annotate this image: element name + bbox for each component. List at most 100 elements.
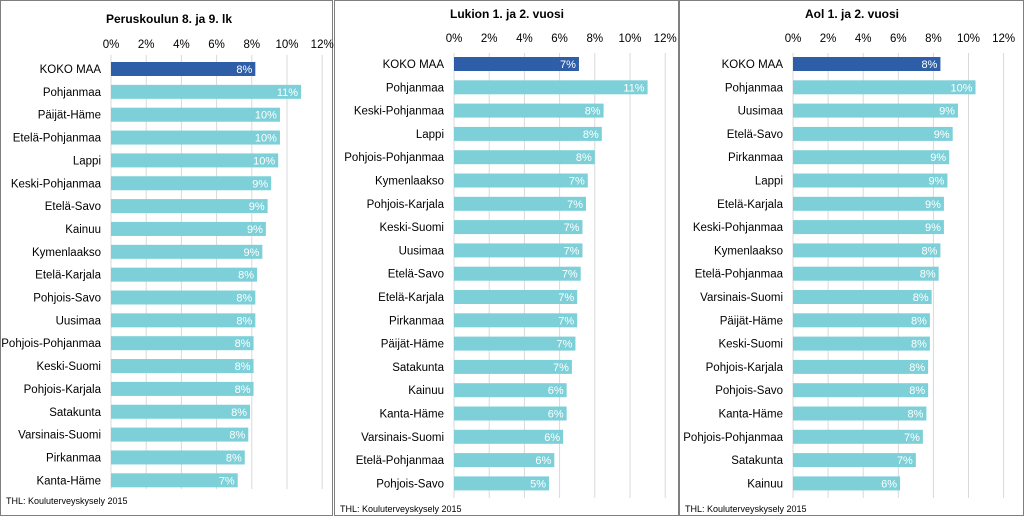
category-label: Keski-Pohjanmaa bbox=[693, 222, 784, 234]
bar-value-label: 8% bbox=[907, 409, 923, 421]
bar-value-label: 10% bbox=[255, 110, 277, 122]
bar bbox=[793, 150, 950, 165]
category-label: Kymenlaakso bbox=[375, 176, 444, 188]
chart-panel-3: Aol 1. ja 2. vuosi 0% 2% 4% 6% 8% 10% 12% KOKO M… bbox=[679, 0, 1024, 516]
bar-value-label: 8% bbox=[913, 292, 929, 304]
bar-value-label: 8% bbox=[235, 384, 251, 396]
bar-highlight bbox=[454, 57, 579, 71]
bar-value-label: 8% bbox=[236, 315, 252, 327]
category-label: Pirkanmaa bbox=[389, 315, 445, 327]
category-label: Varsinais-Suomi bbox=[18, 430, 101, 442]
chart-title-2: Lukion 1. ja 2. vuosi bbox=[450, 7, 564, 21]
bar-value-label: 6% bbox=[535, 455, 551, 467]
bar bbox=[793, 336, 930, 351]
chart-title-1: Peruskoulun 8. ja 9. lk bbox=[106, 12, 232, 26]
source-note: THL: Kouluterveyskysely 2015 bbox=[6, 496, 128, 506]
x-tick-label: 8% bbox=[243, 39, 260, 51]
bar bbox=[793, 173, 948, 188]
bar-value-label: 8% bbox=[583, 129, 599, 141]
bar bbox=[793, 103, 958, 118]
x-tick-label: 6% bbox=[551, 33, 568, 45]
bar-value-label: 9% bbox=[252, 178, 268, 190]
category-label: KOKO MAA bbox=[722, 59, 784, 71]
x-tick-label: 6% bbox=[890, 33, 907, 45]
bar-value-label: 7% bbox=[904, 432, 920, 444]
bar bbox=[111, 450, 245, 465]
bar bbox=[793, 243, 941, 258]
bar bbox=[793, 453, 916, 468]
bar bbox=[111, 221, 266, 236]
bar-value-label: 7% bbox=[564, 222, 580, 234]
bar bbox=[111, 153, 279, 168]
category-label: Pohjois-Savo bbox=[376, 478, 444, 490]
bar bbox=[793, 126, 953, 141]
bar bbox=[111, 130, 280, 145]
bar-value-label: 9% bbox=[934, 129, 950, 141]
x-tick-label: 4% bbox=[173, 39, 190, 51]
bar-value-label: 7% bbox=[553, 362, 569, 374]
source-note: THL: Kouluterveyskysely 2015 bbox=[685, 504, 807, 514]
bar bbox=[454, 313, 578, 328]
x-tick-label: 12% bbox=[992, 33, 1015, 45]
x-tick-label: 12% bbox=[311, 39, 334, 51]
bar-value-label: 8% bbox=[909, 362, 925, 374]
bar bbox=[111, 427, 249, 442]
bar-value-label: 8% bbox=[236, 64, 252, 76]
category-label: Kainuu bbox=[408, 385, 444, 397]
bar bbox=[454, 196, 586, 211]
bar bbox=[111, 336, 254, 351]
bar-value-label: 7% bbox=[567, 199, 583, 211]
x-tick-label: 8% bbox=[586, 33, 603, 45]
bar-value-label: 7% bbox=[564, 245, 580, 257]
bar-value-label: 8% bbox=[911, 315, 927, 327]
bar-value-label: 8% bbox=[238, 270, 254, 282]
x-tick-label: 10% bbox=[618, 33, 641, 45]
category-label: Etelä-Pohjanmaa bbox=[695, 269, 784, 281]
bar bbox=[454, 126, 602, 141]
bar bbox=[111, 473, 238, 488]
category-label: Pirkanmaa bbox=[46, 452, 102, 464]
bar bbox=[454, 476, 550, 491]
bar-highlight bbox=[793, 57, 941, 71]
category-label: Etelä-Karjala bbox=[35, 270, 101, 282]
category-label: Lappi bbox=[755, 176, 783, 188]
bar-value-label: 7% bbox=[897, 455, 913, 467]
bar-value-label: 8% bbox=[585, 106, 601, 118]
bar-value-label: 6% bbox=[548, 385, 564, 397]
bar bbox=[793, 220, 944, 235]
bar-highlight bbox=[111, 62, 256, 76]
category-label: Päijät-Häme bbox=[38, 110, 101, 122]
chart-panel-2: Lukion 1. ja 2. vuosi 0% 2% 4% 6% 8% 10% 12% KOK… bbox=[334, 0, 679, 516]
bar-value-label: 8% bbox=[235, 338, 251, 350]
bar-value-label: 7% bbox=[557, 339, 573, 351]
bar bbox=[454, 80, 648, 95]
bar-value-label: 9% bbox=[243, 247, 259, 259]
bar-value-label: 8% bbox=[226, 452, 242, 464]
x-tick-label: 12% bbox=[654, 33, 677, 45]
bar-value-label: 7% bbox=[219, 475, 235, 487]
bar-value-label: 9% bbox=[939, 106, 955, 118]
bar bbox=[454, 429, 564, 444]
x-tick-label: 8% bbox=[925, 33, 942, 45]
bar-value-label: 6% bbox=[881, 478, 897, 490]
category-label: Kanta-Häme bbox=[379, 409, 444, 421]
bar bbox=[111, 199, 268, 214]
category-label: Etelä-Karjala bbox=[717, 199, 783, 211]
bar bbox=[793, 313, 930, 328]
bar-value-label: 8% bbox=[576, 152, 592, 164]
bar bbox=[111, 244, 263, 259]
bar bbox=[454, 406, 567, 421]
bar-value-label: 10% bbox=[255, 133, 277, 145]
bar-value-label: 6% bbox=[548, 409, 564, 421]
category-label: Varsinais-Suomi bbox=[700, 292, 783, 304]
category-label: Pohjois-Pohjanmaa bbox=[1, 338, 101, 350]
x-tick-label: 0% bbox=[103, 39, 120, 51]
bar-value-label: 7% bbox=[562, 269, 578, 281]
category-label: Keski-Suomi bbox=[379, 222, 444, 234]
category-label: Pohjois-Karjala bbox=[24, 384, 102, 396]
bar bbox=[793, 266, 939, 281]
category-label: Pohjois-Pohjanmaa bbox=[683, 432, 783, 444]
x-tick-label: 6% bbox=[208, 39, 225, 51]
bar bbox=[454, 453, 555, 468]
category-label: Pohjois-Savo bbox=[33, 293, 101, 305]
